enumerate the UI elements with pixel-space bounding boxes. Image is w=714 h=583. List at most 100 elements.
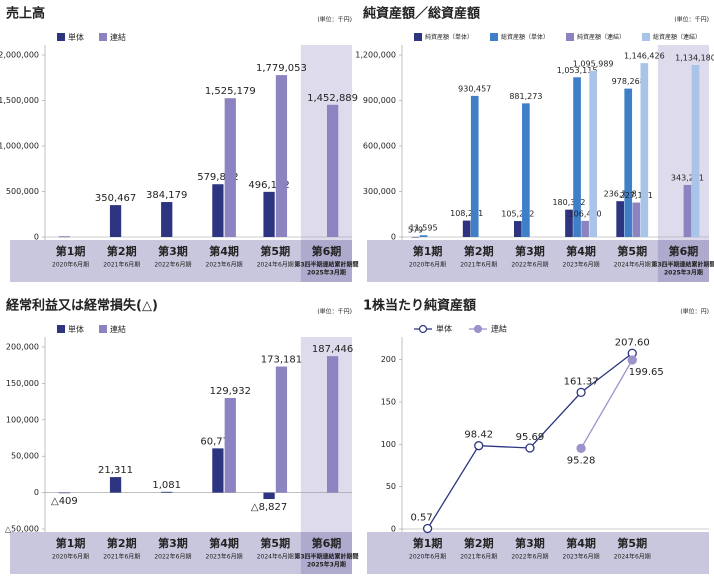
legend-label: 単体 <box>68 324 84 334</box>
value-label: 1,452,889 <box>307 93 358 104</box>
y-tick-label: 200 <box>381 355 396 364</box>
value-label: 579,812 <box>197 172 238 183</box>
subcategory-label: 2021年6月期 <box>460 261 497 269</box>
subcategory-label: 第3四半期連結累計期間 <box>293 553 358 561</box>
value-label: 11,595 <box>410 224 438 233</box>
subcategory-label: 2023年6月期 <box>206 261 243 269</box>
bar <box>683 184 692 237</box>
category-strip <box>367 240 709 282</box>
value-label: 350,467 <box>95 193 136 204</box>
bar <box>263 492 275 500</box>
legend-label: 連結 <box>110 32 126 42</box>
subcategory-label: 2022年6月期 <box>511 261 548 269</box>
bar <box>58 236 71 238</box>
value-label: 199.65 <box>629 367 664 378</box>
subcategory-label: 2022年6月期 <box>154 553 191 561</box>
value-label: 1,095,989 <box>573 59 614 68</box>
bar <box>470 95 479 237</box>
value-label: 236,188 <box>604 190 637 199</box>
chart-title: 1株当たり純資産額 <box>363 298 476 314</box>
bar <box>616 201 624 237</box>
value-label: 930,457 <box>458 84 491 93</box>
highlight-column <box>657 45 709 240</box>
legend-swatch <box>414 33 422 41</box>
bar <box>411 236 420 238</box>
value-label: 108,271 <box>450 209 483 218</box>
category-label: 第6期 <box>312 244 342 258</box>
subcategory-label: 2021年6月期 <box>460 553 497 561</box>
value-label: 161.37 <box>564 376 599 387</box>
point <box>576 443 586 453</box>
y-tick-label: 150 <box>381 398 396 407</box>
bar <box>224 98 236 237</box>
category-label: 第2期 <box>464 536 494 550</box>
legend-marker <box>418 324 428 334</box>
category-label: 第1期 <box>56 244 86 258</box>
chart-title: 経常利益又は経常損失(△) <box>6 298 158 314</box>
value-label: 343,251 <box>671 173 704 182</box>
category-label: 第5期 <box>260 536 290 550</box>
subcategory-label: 2025年3月期 <box>307 269 346 277</box>
value-label: 1,525,179 <box>205 86 256 97</box>
value-label: 1,053,115 <box>557 66 598 75</box>
subcategory-label: 2023年6月期 <box>206 553 243 561</box>
bar <box>326 104 339 237</box>
bar <box>640 63 649 237</box>
value-label: 978,268 <box>612 77 645 86</box>
category-label: 第3期 <box>515 244 545 258</box>
value-label: 207.60 <box>615 337 650 348</box>
legend-label: 総資産額（単体） <box>501 33 549 41</box>
y-tick-label: 900,000 <box>363 96 396 105</box>
bar <box>589 70 598 238</box>
y-tick-label: 0 <box>391 233 396 242</box>
bar <box>58 492 71 494</box>
highlight-column <box>300 337 352 532</box>
subcategory-label: 2020年6月期 <box>409 261 446 269</box>
y-tick-label: 0 <box>34 233 39 242</box>
bar <box>212 184 224 237</box>
series-line <box>580 359 633 449</box>
category-highlight <box>300 532 352 574</box>
value-label: 1,146,426 <box>624 52 665 61</box>
bar <box>326 356 339 493</box>
value-label: 187,446 <box>312 344 353 355</box>
category-label: 第1期 <box>413 244 443 258</box>
subcategory-label: 2023年6月期 <box>563 553 600 561</box>
category-highlight <box>657 240 709 282</box>
value-label: 1,081 <box>152 480 181 491</box>
point <box>422 523 433 534</box>
y-tick-label: △50,000 <box>5 525 39 534</box>
bar <box>109 477 122 493</box>
bar <box>224 398 236 493</box>
category-label: 第5期 <box>617 244 647 258</box>
bar <box>691 64 700 237</box>
chart-panel: 売上高 (単位：千円) 0 500,000 1,000,000 1,500,000 2,00… <box>0 6 359 282</box>
value-label: 106,490 <box>569 209 602 218</box>
subcategory-label: 2024年6月期 <box>614 553 651 561</box>
y-tick-label: 600,000 <box>363 142 396 151</box>
y-tick-label: 50,000 <box>11 452 39 461</box>
value-label: 21,311 <box>98 465 133 476</box>
y-tick-label: 0 <box>34 488 39 497</box>
value-label: △409 <box>51 496 78 507</box>
value-label: 1,134,180 <box>675 53 714 62</box>
category-strip <box>10 532 352 574</box>
value-label: 227,141 <box>620 191 653 200</box>
category-label: 第5期 <box>617 536 647 550</box>
chart-panel: 1株当たり純資産額 (単位：円) 0 50 100 150 200 第1期 2020年6月期 第2… <box>363 298 709 574</box>
y-tick-label: 50 <box>386 482 396 491</box>
value-label: 60,770 <box>200 436 235 447</box>
bar <box>275 366 288 493</box>
category-label: 第1期 <box>413 536 443 550</box>
value-label: 95.69 <box>516 432 545 443</box>
category-label: 第6期 <box>312 536 342 550</box>
legend-swatch <box>99 325 107 333</box>
bar <box>573 77 581 237</box>
category-label: 第3期 <box>515 536 545 550</box>
y-tick-label: 200,000 <box>6 343 39 352</box>
value-label: 173,181 <box>261 355 302 366</box>
category-label: 第1期 <box>56 536 86 550</box>
bar <box>161 202 173 237</box>
chart-panel: 純資産額／総資産額 (単位：千円) 0 300,000 600,000 900,000 1,… <box>355 6 714 282</box>
